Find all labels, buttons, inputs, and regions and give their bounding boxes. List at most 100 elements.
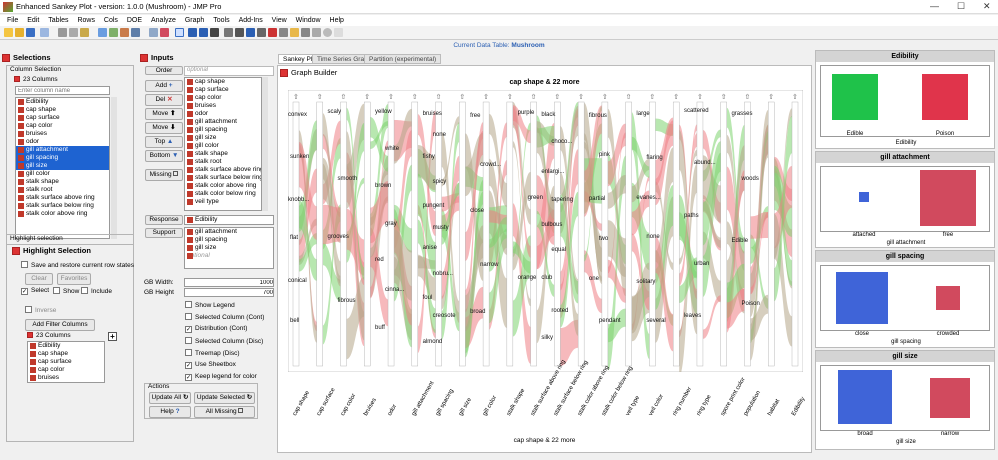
list-item-selected[interactable]: gill spacing xyxy=(16,154,109,162)
move-up-button[interactable]: Move ⬆ xyxy=(145,108,183,120)
list-item[interactable]: gill size xyxy=(185,134,261,142)
menu-rows[interactable]: Rows xyxy=(77,17,95,24)
sankey-plot[interactable]: ⇧ ⇧ ⇧ ⇧ ⇧ ⇧ ⇧ ⇧ ⇧ ⇧ ⇧ ⇧ ⇧ ⇧ ⇧ ⇧ ⇧ ⇧ ⇧ ⇧ ⇧ ⇧ xyxy=(288,90,803,372)
broad-swatch[interactable] xyxy=(838,370,892,424)
maximize-icon[interactable]: ☐ xyxy=(957,1,966,11)
list-item[interactable]: stalk color below ring xyxy=(185,190,261,198)
list-item[interactable]: gill attachment xyxy=(185,228,273,236)
response-list[interactable]: Edibility xyxy=(184,215,274,225)
help-button[interactable]: Help ? xyxy=(149,406,191,418)
list-item[interactable]: cap shape xyxy=(28,350,104,358)
bottom-button[interactable]: Bottom ▼ xyxy=(145,150,183,162)
show-legend-checkbox[interactable]: Show Legend xyxy=(185,301,235,309)
menu-add-ins[interactable]: Add-Ins xyxy=(238,17,263,24)
menu-cols[interactable]: Cols xyxy=(103,17,118,24)
cut-icon[interactable] xyxy=(58,28,67,37)
update-selected-button[interactable]: Update Selected ↻ xyxy=(194,392,255,404)
highlight-menu-icon[interactable] xyxy=(12,247,20,256)
paste-icon[interactable] xyxy=(80,28,89,37)
poison-swatch[interactable] xyxy=(922,74,968,120)
column-list-scrollbar[interactable] xyxy=(111,97,117,239)
tab-partition[interactable]: Partition (experimental) xyxy=(364,54,442,64)
report-icon[interactable] xyxy=(120,28,129,37)
list-item-selected[interactable]: gill size xyxy=(16,162,109,170)
free-swatch[interactable] xyxy=(920,170,976,226)
include-checkbox[interactable]: Include xyxy=(81,287,112,295)
menu-edit[interactable]: Edit xyxy=(27,17,40,24)
all-missing-button[interactable]: All Missing xyxy=(194,406,255,418)
list-item[interactable]: veil type xyxy=(185,198,261,206)
add-filter-icon[interactable]: + xyxy=(108,332,117,341)
help-tool-icon[interactable] xyxy=(188,28,197,37)
list-item[interactable]: gill attachment xyxy=(185,118,261,126)
support-list[interactable]: gill attachment gill spacing gill size o… xyxy=(184,227,274,269)
list-item[interactable]: stalk shape xyxy=(185,150,261,158)
data-table-icon[interactable] xyxy=(40,28,49,37)
graph-icon[interactable] xyxy=(160,28,169,37)
line-shape-icon[interactable] xyxy=(301,28,310,37)
filter-column-list[interactable]: Edibility cap shape cap surface cap colo… xyxy=(27,341,105,383)
close-swatch[interactable] xyxy=(836,272,888,324)
del-button[interactable]: Del ✕ xyxy=(145,94,183,106)
list-item[interactable]: cap shape xyxy=(16,106,109,114)
edible-swatch[interactable] xyxy=(832,74,878,120)
copy-icon[interactable] xyxy=(69,28,78,37)
list-item[interactable]: stalk surface above ring xyxy=(185,166,261,174)
add-button[interactable]: Add + xyxy=(145,80,183,92)
column-list[interactable]: Edibility cap shape cap surface cap colo… xyxy=(15,97,110,239)
treemap-disc-checkbox[interactable]: Treemap (Disc) xyxy=(185,349,240,357)
journal-icon[interactable] xyxy=(131,28,140,37)
list-item[interactable]: stalk root xyxy=(185,158,261,166)
minimize-icon[interactable]: — xyxy=(930,1,939,11)
list-item[interactable]: Edibility xyxy=(16,98,109,106)
list-item[interactable]: stalk surface below ring xyxy=(185,174,261,182)
list-item[interactable]: bruises xyxy=(16,130,109,138)
list-item[interactable]: Edibility xyxy=(185,216,273,224)
list-item[interactable]: stalk surface above ring xyxy=(16,194,109,202)
layout-icon[interactable] xyxy=(149,28,158,37)
menu-file[interactable]: File xyxy=(7,17,19,24)
crowded-swatch[interactable] xyxy=(936,286,960,310)
add-filter-columns-button[interactable]: Add Filter Columns xyxy=(25,319,95,331)
selections-menu-icon[interactable] xyxy=(2,54,10,63)
column-search-input[interactable] xyxy=(15,86,110,95)
menu-analyze[interactable]: Analyze xyxy=(151,17,176,24)
inputs-menu-icon[interactable] xyxy=(140,54,148,63)
list-item[interactable]: odor xyxy=(16,138,109,146)
lasso-icon[interactable] xyxy=(224,28,233,37)
distribution-cont-checkbox[interactable]: ✓ Distribution (Cont) xyxy=(185,325,248,333)
support-button[interactable]: Support xyxy=(145,228,183,238)
order-button[interactable]: Order xyxy=(145,66,183,75)
line-tool-icon[interactable] xyxy=(257,28,266,37)
missing-button[interactable]: Missing xyxy=(145,169,183,181)
open-icon[interactable] xyxy=(15,28,24,37)
show-checkbox[interactable]: Show xyxy=(53,287,79,295)
crosshair-icon[interactable] xyxy=(246,28,255,37)
list-item[interactable]: stalk color above ring xyxy=(16,210,109,218)
move-tool-icon[interactable] xyxy=(199,28,208,37)
list-item[interactable]: stalk color above ring xyxy=(185,182,261,190)
list-item[interactable]: gill size xyxy=(185,244,273,252)
list-item[interactable]: odor xyxy=(185,110,261,118)
close-icon[interactable]: ✕ xyxy=(983,1,991,11)
gb-height-input[interactable] xyxy=(184,288,274,297)
menu-doe[interactable]: DOE xyxy=(126,17,143,24)
list-item[interactable]: cap surface xyxy=(185,86,261,94)
list-item[interactable]: bruises xyxy=(28,374,104,382)
order-list[interactable]: cap shape cap surface cap color bruises … xyxy=(184,77,262,211)
text-tool-icon[interactable] xyxy=(279,28,288,37)
annotate-icon[interactable] xyxy=(290,28,299,37)
move-down-button[interactable]: Move ⬇ xyxy=(145,122,183,134)
update-all-button[interactable]: Update All ↻ xyxy=(149,392,191,404)
script-icon[interactable] xyxy=(109,28,118,37)
ellipse-icon[interactable] xyxy=(323,28,332,37)
menu-graph[interactable]: Graph xyxy=(184,17,205,24)
list-item[interactable]: gill color xyxy=(185,142,261,150)
polygon-icon[interactable] xyxy=(312,28,321,37)
zoom-tool-icon[interactable] xyxy=(210,28,219,37)
list-item[interactable]: stalk surface below ring xyxy=(16,202,109,210)
save-icon[interactable] xyxy=(26,28,35,37)
save-restore-checkbox[interactable]: Save and restore current row states xyxy=(21,261,134,269)
response-button[interactable]: Response xyxy=(145,215,183,225)
selected-column-disc-checkbox[interactable]: Selected Column (Disc) xyxy=(185,337,263,345)
